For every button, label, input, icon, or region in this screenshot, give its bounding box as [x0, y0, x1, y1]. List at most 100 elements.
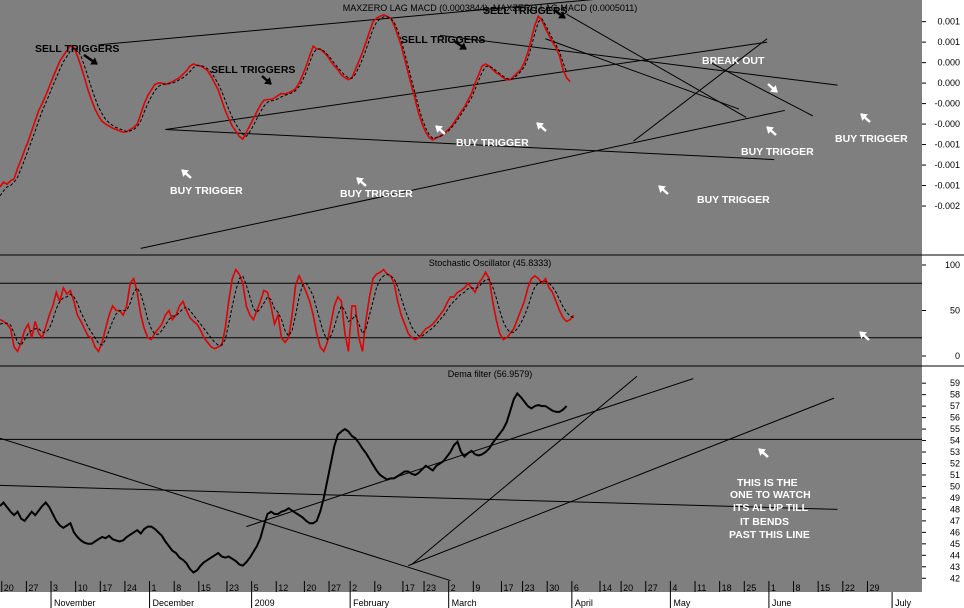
- x-day-label: 27: [28, 583, 38, 593]
- x-day-label: 2: [352, 583, 357, 593]
- series-line-0: [0, 267, 575, 354]
- trend-line: [545, 38, 740, 110]
- y-tick-label: -0.000: [934, 119, 960, 129]
- x-month-label: July: [895, 598, 912, 608]
- panel-1: Stochastic Oscillator (45.8333) 100 50 0: [0, 254, 964, 361]
- trend-line: [439, 34, 838, 86]
- x-month-label: February: [353, 598, 390, 608]
- y-tick-label: 0.001: [937, 37, 960, 47]
- x-day-label: 20: [4, 583, 14, 593]
- annotation-label: SELL TRIGGERS: [401, 34, 485, 46]
- x-axis-area: [0, 592, 964, 608]
- x-day-label: 15: [201, 583, 211, 593]
- x-axis: 20 27 3 10 17 24 1 8 15 23 5 12 20 27 2 9 17 23 2 9 17 23 30 6 1…: [1, 581, 912, 608]
- annotation-label: BREAK OUT: [702, 55, 765, 67]
- y-tick-label: 44: [950, 550, 960, 560]
- y-tick-label: -0.000: [934, 99, 960, 109]
- x-day-label: 8: [176, 583, 181, 593]
- x-day-label: 24: [127, 583, 137, 593]
- y-tick-label: 45: [950, 539, 960, 549]
- arrow-head-icon: [536, 122, 544, 130]
- y-tick-label: 50: [950, 481, 960, 491]
- y-tick-label: 50: [950, 306, 960, 316]
- annotation-label: SELL TRIGGERS: [211, 64, 295, 76]
- y-axis-area: [922, 0, 964, 608]
- panel-title: Dema filter (56.9579): [448, 369, 533, 379]
- y-tick-label: 42: [950, 573, 960, 583]
- y-tick-label: 49: [950, 493, 960, 503]
- trend-line: [0, 437, 451, 582]
- arrow-head-icon: [758, 448, 766, 456]
- trend-line: [140, 109, 785, 249]
- y-tick-label: 0: [955, 351, 960, 361]
- x-month-label: April: [575, 598, 593, 608]
- x-day-label: 17: [503, 583, 513, 593]
- arrow-head-icon: [859, 331, 867, 339]
- trend-line: [165, 41, 768, 131]
- y-tick-label: 0.000: [937, 78, 960, 88]
- series-line-1: [0, 16, 568, 197]
- y-tick-label: 57: [950, 401, 960, 411]
- x-day-label: 20: [306, 583, 316, 593]
- series-line-0: [0, 391, 568, 574]
- x-day-label: 2: [451, 583, 456, 593]
- annotation-label: SELL TRIGGERS: [35, 43, 119, 55]
- plot-background: [0, 0, 922, 592]
- y-tick-label: 43: [950, 562, 960, 572]
- panel-title: MAXZERO LAG MACD (0.0003844), MAXZERO LA…: [343, 3, 637, 13]
- x-day-label: 10: [78, 583, 88, 593]
- y-tick-label: 47: [950, 516, 960, 526]
- y-tick-label: 48: [950, 504, 960, 514]
- arrow-head-icon: [356, 177, 364, 185]
- y-tick-label: 46: [950, 527, 960, 537]
- x-day-label: 15: [820, 583, 830, 593]
- trend-line: [0, 484, 838, 510]
- x-day-label: 18: [722, 583, 732, 593]
- arrow-head-icon: [181, 169, 189, 177]
- y-tick-label: 51: [950, 470, 960, 480]
- arrow-head-icon: [770, 85, 778, 93]
- x-day-label: 1: [771, 583, 776, 593]
- panel-title: Stochastic Oscillator (45.8333): [429, 258, 552, 268]
- y-tick-label: 52: [950, 459, 960, 469]
- annotation-label: ITS AL UP TILL: [733, 502, 809, 514]
- x-day-label: 12: [278, 583, 288, 593]
- annotation-label: BUY TRIGGER: [456, 137, 529, 149]
- y-tick-label: -0.002: [934, 201, 960, 211]
- x-day-label: 11: [697, 583, 706, 593]
- annotation-label: BUY TRIGGER: [697, 194, 770, 206]
- annotation-label: PAST THIS LINE: [729, 529, 810, 541]
- y-tick-label: 56: [950, 413, 960, 423]
- annotation-label: BUY TRIGGER: [340, 188, 413, 200]
- x-day-label: 27: [648, 583, 658, 593]
- arrow-head-icon: [558, 11, 566, 19]
- x-day-label: 1: [152, 583, 157, 593]
- x-day-label: 9: [377, 583, 382, 593]
- x-day-label: 6: [574, 583, 579, 593]
- x-day-label: 14: [602, 583, 612, 593]
- arrow-head-icon: [264, 77, 272, 85]
- x-day-label: 17: [102, 583, 112, 593]
- annotation-label: BUY TRIGGER: [835, 133, 908, 145]
- y-tick-label: 59: [950, 378, 960, 388]
- x-month-label: March: [452, 598, 477, 608]
- x-day-label: 5: [254, 583, 259, 593]
- x-month-label: November: [54, 598, 96, 608]
- annotations: SELL TRIGGERS SELL TRIGGERS SELL TRIGGERS S…: [35, 5, 908, 541]
- x-day-label: 23: [426, 583, 436, 593]
- trend-line: [411, 375, 638, 565]
- trend-line: [98, 0, 594, 46]
- arrow-head-icon: [459, 42, 467, 50]
- y-tick-label: -0.001: [934, 140, 960, 150]
- trend-line: [408, 397, 835, 567]
- x-day-label: 3: [53, 583, 58, 593]
- annotation-label: THIS IS THE: [737, 477, 798, 489]
- x-day-label: 23: [229, 583, 239, 593]
- panel-0: MAXZERO LAG MACD (0.0003844), MAXZERO LA…: [0, 0, 960, 249]
- x-day-label: 25: [746, 583, 756, 593]
- x-day-label: 4: [672, 583, 677, 593]
- x-month-label: May: [673, 598, 691, 608]
- x-day-label: 9: [475, 583, 480, 593]
- annotation-label: SELL TRIGGERS: [483, 5, 567, 17]
